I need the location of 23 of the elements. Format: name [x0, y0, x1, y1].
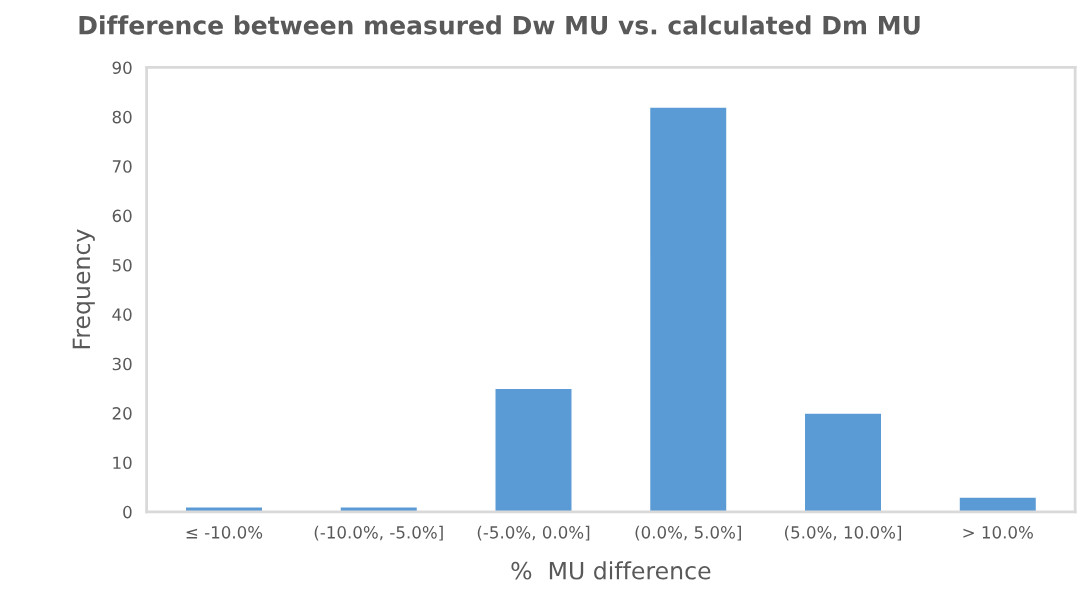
y-tick-label: 0 [123, 505, 132, 519]
y-tick-label: 90 [112, 61, 132, 74]
chart-title: Difference between measured Dw MU vs. calculated Dm MU [79, 15, 920, 35]
x-tick-label: ≤ -10.0% [186, 526, 263, 539]
y-tick-label: 80 [112, 110, 132, 124]
x-tick-label: (5.0%, 10.0%] [785, 525, 902, 541]
y-tick-label: 30 [112, 357, 132, 371]
x-tick-label: > 10.0% [963, 526, 1033, 539]
y-axis-title: Frequency [72, 229, 95, 349]
y-tick-label: 70 [112, 160, 132, 173]
bar [958, 496, 1038, 512]
y-tick-label: 20 [112, 407, 132, 420]
bar [803, 412, 883, 512]
y-tick-label: 10 [113, 456, 132, 470]
x-tick-label: (0.0%, 5.0%] [635, 525, 741, 541]
bar [494, 387, 573, 512]
x-tick-label: (-5.0%, 0.0%] [477, 525, 590, 541]
bar [648, 106, 728, 512]
y-tick-label: 50 [112, 258, 132, 272]
x-axis-title: % MU difference [511, 561, 711, 580]
x-tick-label: (-10.0%, -5.0%] [314, 525, 443, 541]
y-tick-label: 40 [112, 308, 132, 321]
y-tick-label: 60 [112, 209, 132, 223]
